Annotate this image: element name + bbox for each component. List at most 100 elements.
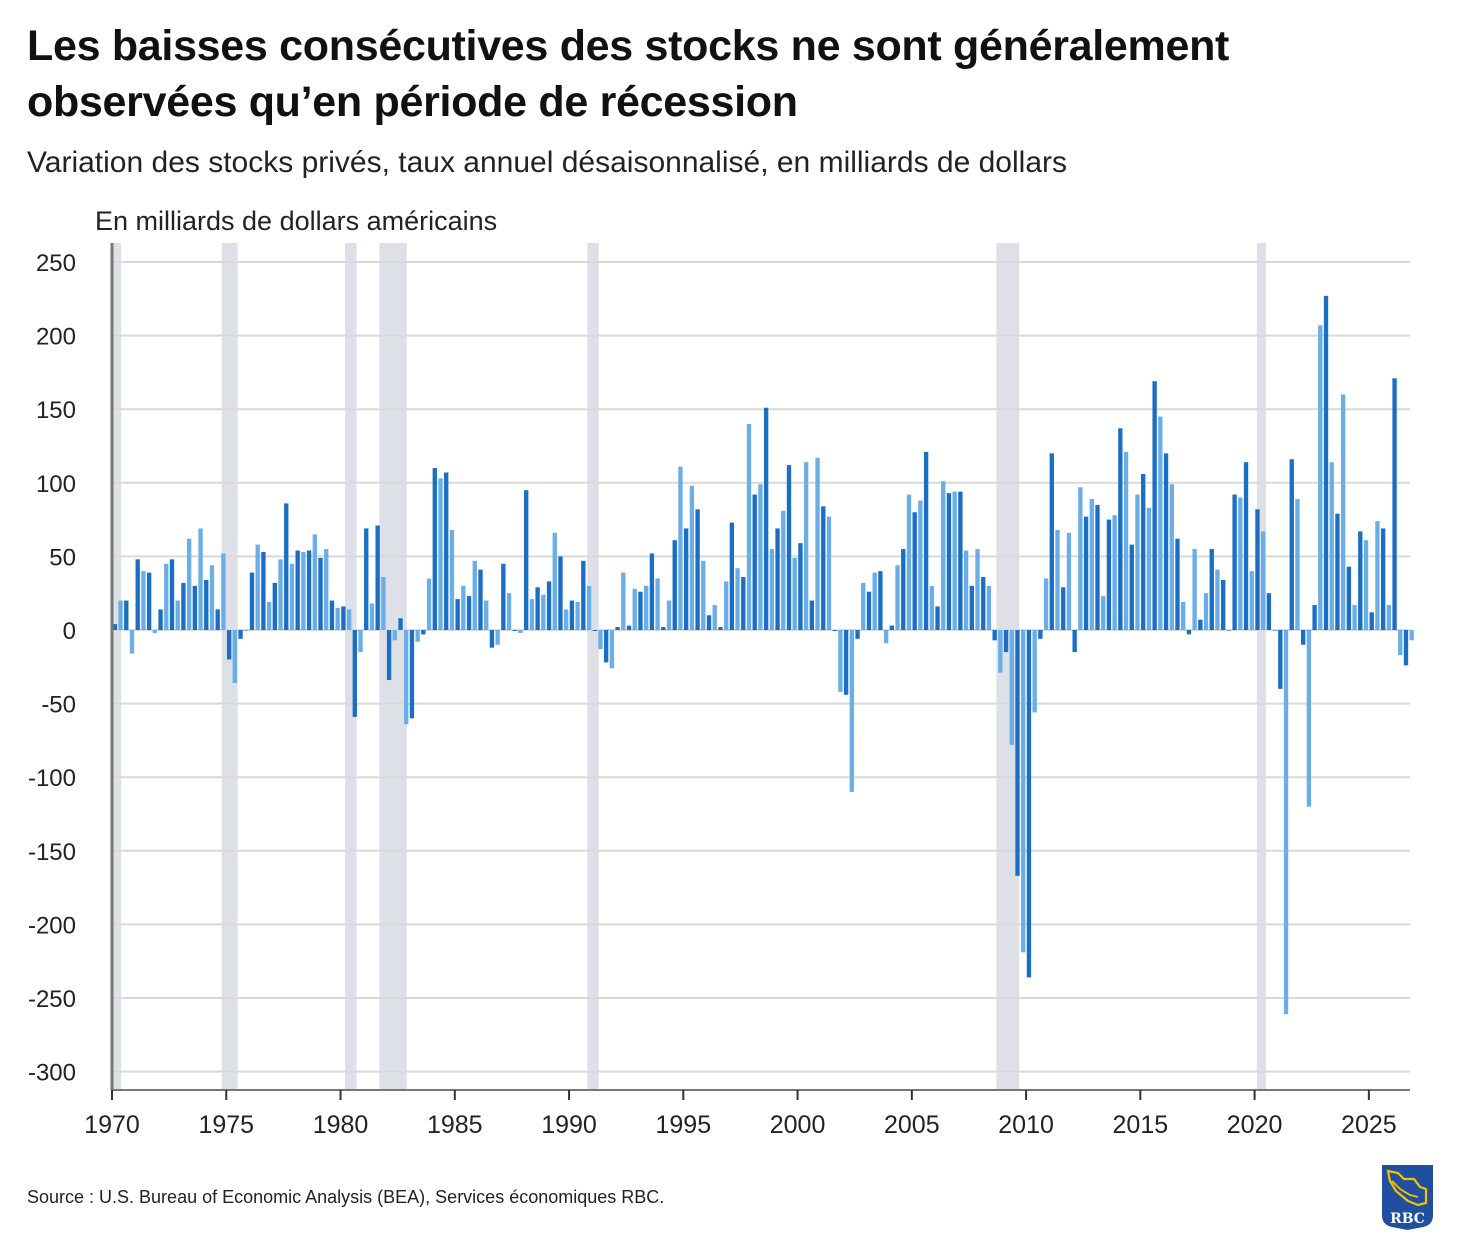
bar (1015, 630, 1020, 876)
bar (998, 630, 1003, 673)
x-tick-label: 2005 (884, 1111, 940, 1139)
bar (872, 572, 877, 630)
bar (558, 556, 563, 630)
bar (763, 407, 769, 630)
bar (524, 490, 529, 630)
x-tick-label: 2020 (1227, 1111, 1283, 1139)
bar (792, 557, 797, 630)
bar (404, 630, 409, 725)
bar (324, 549, 329, 630)
bar (1243, 462, 1249, 630)
bar (506, 593, 512, 630)
bar (364, 528, 369, 630)
bar (1106, 519, 1112, 630)
bar (1403, 630, 1409, 666)
bar (986, 585, 992, 630)
bar (821, 506, 826, 630)
bar (638, 591, 643, 630)
bar (112, 624, 118, 630)
y-tick-label: -100 (28, 765, 76, 792)
bar (135, 559, 140, 630)
bar (421, 630, 426, 635)
recession-bands (112, 243, 1267, 1090)
bar (318, 557, 323, 630)
bar (643, 585, 649, 630)
bar (815, 457, 820, 630)
bar (238, 630, 243, 639)
bar (1146, 507, 1152, 630)
bar (461, 585, 466, 630)
y-tick-label: -150 (28, 839, 76, 866)
bar (409, 630, 415, 719)
bar (472, 560, 477, 630)
bar (1318, 325, 1323, 630)
bar (1363, 540, 1369, 630)
bar (878, 571, 883, 630)
bar (1198, 619, 1203, 630)
y-tick-label: 100 (36, 471, 76, 498)
bar (1238, 497, 1243, 630)
bar (181, 582, 186, 630)
bar (129, 630, 135, 654)
bar (169, 559, 175, 630)
source-note: Source : U.S. Bureau of Economic Analysi… (27, 1187, 665, 1207)
bar (615, 627, 620, 630)
bar (1335, 513, 1340, 630)
bar (889, 625, 894, 630)
bar (809, 600, 815, 630)
bar (1283, 630, 1289, 1015)
bar (1375, 521, 1380, 630)
x-tick-label: 1980 (313, 1111, 369, 1139)
bar (186, 538, 192, 630)
bar (249, 572, 255, 630)
bar (689, 485, 695, 630)
bar (198, 528, 203, 630)
bar (826, 516, 832, 630)
bar (1289, 459, 1294, 630)
bar (301, 551, 306, 630)
bar (735, 568, 740, 630)
bar (1078, 487, 1083, 630)
x-tick-label: 2010 (998, 1111, 1054, 1139)
bar (838, 630, 843, 692)
bar (923, 451, 929, 630)
bar (935, 606, 940, 630)
bar (564, 609, 569, 630)
bar (341, 606, 346, 630)
bar (1135, 494, 1140, 630)
bar (1141, 473, 1146, 630)
bar (883, 630, 889, 644)
bar (1380, 528, 1386, 630)
bar (929, 585, 934, 630)
bar (769, 549, 775, 630)
bar (255, 544, 260, 630)
bar (1089, 498, 1094, 630)
bar (489, 630, 495, 648)
bar (1409, 630, 1414, 641)
bar (358, 630, 363, 653)
recession-band (1256, 243, 1267, 1090)
rbc-logo: RBC (1382, 1165, 1433, 1230)
bar (541, 594, 546, 630)
y-tick-label: 200 (36, 324, 76, 351)
bar (712, 604, 717, 630)
bar (575, 602, 580, 630)
x-tick-label: 1990 (541, 1111, 597, 1139)
bar (272, 582, 277, 630)
bar (626, 625, 632, 630)
gridlines (112, 261, 1410, 1073)
bar (284, 503, 289, 630)
recession-band (112, 243, 122, 1090)
bar (204, 579, 209, 630)
bar (1261, 531, 1266, 630)
bar (649, 553, 655, 630)
x-tick-label: 1970 (84, 1111, 140, 1139)
bar (655, 578, 660, 630)
y-axis-label: En milliards de dollars américains (95, 206, 498, 236)
bar (581, 560, 586, 630)
x-tick-label: 2000 (770, 1111, 826, 1139)
bar (963, 550, 969, 630)
bar (1061, 587, 1066, 630)
bar (1340, 394, 1346, 630)
